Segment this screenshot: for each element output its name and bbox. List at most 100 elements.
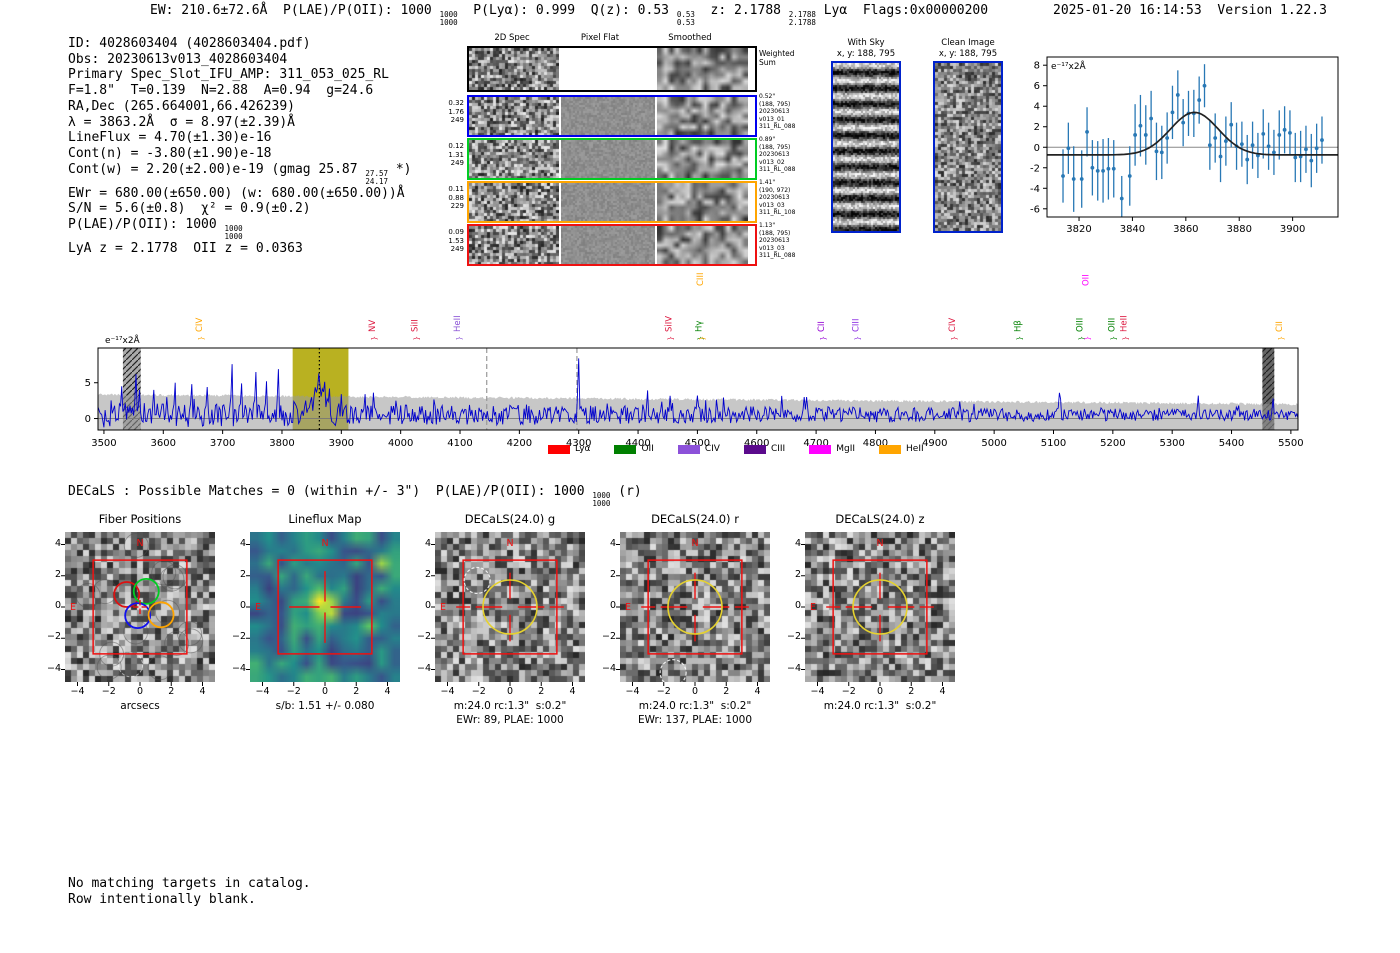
x-tick-label: 4300 bbox=[566, 438, 591, 449]
cutout-title: DECaLS(24.0) g bbox=[464, 512, 556, 526]
text-segment: Cont(w) = 2.20(±2.00)e-19 (gmag 25.87 bbox=[68, 161, 366, 177]
x-tick-label: 2 bbox=[908, 686, 915, 697]
data-point bbox=[1197, 98, 1202, 102]
x-tick-label: 4700 bbox=[803, 438, 828, 449]
x-tick-label: 3860 bbox=[1173, 224, 1198, 235]
emission-line-label: CIV bbox=[948, 318, 958, 332]
y-tick-label: 0 bbox=[54, 600, 61, 611]
x-tick-label: 3500 bbox=[91, 438, 116, 449]
data-point bbox=[1239, 142, 1244, 147]
data-point bbox=[1085, 129, 1089, 134]
x-tick-label: 4100 bbox=[447, 438, 472, 449]
emission-line-label: SiIV bbox=[664, 316, 674, 332]
catalog-source-dashed-circle bbox=[659, 659, 687, 687]
compass-north-label: N bbox=[506, 538, 513, 549]
y-tick-label: -6 bbox=[1030, 204, 1040, 215]
info-line-8: Cont(w) = 2.20(±2.00)e-19 (gmag 25.87 27… bbox=[68, 162, 411, 186]
line-label-bracket: { bbox=[1084, 336, 1092, 340]
data-point bbox=[1159, 150, 1164, 155]
spec2d-row-scale-label: 0.11 0.88 229 bbox=[448, 185, 464, 211]
spec2d-pixelflat-image bbox=[561, 183, 655, 221]
fiber-aperture-circle bbox=[124, 602, 152, 629]
flux-units-label: e⁻¹⁷x2Å bbox=[105, 334, 141, 346]
header-timestamp-version: 2025-01-20 16:14:53 Version 1.22.3 bbox=[1053, 3, 1327, 18]
y-tick-label: 2 bbox=[1034, 122, 1040, 133]
data-point bbox=[1170, 110, 1175, 115]
y-tick-label: −2 bbox=[601, 631, 616, 643]
emission-line-label: Hβ bbox=[1013, 320, 1023, 332]
text-segment: (r) bbox=[610, 484, 642, 499]
compass-north-label: N bbox=[691, 538, 698, 549]
footer-note-1: Row intentionally blank. bbox=[68, 891, 256, 907]
y-tick-label: 4 bbox=[794, 537, 801, 549]
legend-label: Lyα bbox=[575, 444, 591, 454]
spec2d-row-meta-label: 0.89" (188, 795) 20230613 v013_02 311_RL… bbox=[759, 136, 796, 174]
stacked-fraction: 27.57 24.17 bbox=[365, 168, 388, 186]
masked-region-hatch bbox=[1262, 348, 1275, 430]
x-tick-label: −4 bbox=[625, 686, 640, 697]
fiber-footprint-circle bbox=[75, 582, 101, 608]
x-tick-label: −4 bbox=[70, 686, 85, 697]
text-segment: S/N = 5.6(±0.8) χ² = 0.9(±0.2) bbox=[68, 201, 311, 217]
legend-color-patch bbox=[743, 444, 766, 454]
emission-line-label: CIII bbox=[851, 319, 861, 332]
data-point bbox=[1165, 136, 1170, 140]
stacked-fraction: 2.1788 2.1788 bbox=[788, 10, 816, 27]
data-point bbox=[1071, 177, 1076, 181]
spec2d-weighted-sum-label: Weighted Sum bbox=[759, 49, 795, 67]
x-tick-label: 5300 bbox=[1159, 438, 1184, 449]
info-line-6: LineFlux = 4.70(±1.30)e-16 bbox=[68, 130, 411, 146]
fiber-footprint-circle bbox=[159, 566, 185, 592]
text-segment: Cont(n) = -3.80(±1.90)e-18 bbox=[68, 145, 272, 161]
compass-east-label: E bbox=[440, 602, 446, 613]
text-segment: DECaLS : Possible Matches = 0 (within +/… bbox=[68, 484, 593, 499]
x-tick-label: 4 bbox=[384, 686, 391, 697]
data-point bbox=[1304, 147, 1308, 152]
text-segment: EWr = 680.00(±650.00) (w: 680.00(±650.00… bbox=[68, 185, 405, 201]
y-tick-label: −2 bbox=[786, 631, 801, 643]
emission-line-label: Hγ bbox=[695, 321, 705, 332]
x-tick-label: 4900 bbox=[922, 438, 947, 449]
x-tick-label: 4800 bbox=[863, 438, 888, 449]
data-point bbox=[1061, 174, 1065, 178]
x-tick-label: 2 bbox=[723, 686, 730, 697]
x-tick-label: 0 bbox=[136, 686, 144, 697]
stacked-fraction: 1000 1000 bbox=[439, 10, 458, 27]
data-point bbox=[1202, 83, 1207, 88]
plot-frame bbox=[1046, 56, 1339, 218]
spec2d-smoothed-image bbox=[657, 226, 748, 264]
y-tick-label: 4 bbox=[239, 537, 246, 549]
spec2d-col-header: Smoothed bbox=[668, 33, 712, 43]
y-tick-label: −4 bbox=[416, 662, 431, 674]
emission-line-label: HeII bbox=[453, 315, 463, 332]
fiber-footprint-circle bbox=[123, 533, 149, 559]
legend-color-patch bbox=[879, 444, 902, 454]
info-line-12: LyA z = 2.1778 OII z = 0.0363 bbox=[68, 241, 411, 257]
x-tick-label: 0 bbox=[691, 686, 699, 697]
legend-label: HeII bbox=[906, 444, 924, 454]
legend-label: OII bbox=[641, 444, 654, 454]
info-line-10: S/N = 5.6(±0.8) χ² = 0.9(±0.2) bbox=[68, 201, 411, 217]
y-tick-label: 4 bbox=[424, 537, 431, 549]
y-tick-label: 4 bbox=[609, 537, 616, 549]
data-point bbox=[1314, 146, 1319, 151]
compass-east-label: E bbox=[70, 602, 76, 613]
y-tick-label: 2 bbox=[239, 568, 246, 580]
cutout-decals-24-0-g: DECaLS(24.0) g N E −4 −2 0 2 4 4 2 0 −2 −4 m:24.0 rc:… bbox=[417, 512, 585, 742]
x-tick-label: 3900 bbox=[329, 438, 354, 449]
cutout-image bbox=[250, 532, 400, 682]
y-tick-label: −4 bbox=[786, 662, 801, 674]
emission-line-label: CIII bbox=[696, 273, 706, 286]
fiber-footprint-circle bbox=[147, 655, 173, 681]
line-label-bracket: { bbox=[1122, 336, 1130, 340]
spec2d-row-scale-label: 0.12 1.31 249 bbox=[448, 142, 464, 168]
emission-line-label: CII bbox=[817, 321, 827, 332]
y-tick-label: -2 bbox=[1030, 163, 1040, 174]
data-point bbox=[1293, 155, 1298, 160]
data-point bbox=[1149, 116, 1154, 121]
line-label-bracket: { bbox=[197, 336, 205, 340]
data-point bbox=[1175, 93, 1180, 97]
decals-matches-line: DECaLS : Possible Matches = 0 (within +/… bbox=[68, 484, 642, 508]
spec2d-pixelflat-image bbox=[561, 140, 655, 178]
x-tick-label: 3600 bbox=[151, 438, 176, 449]
